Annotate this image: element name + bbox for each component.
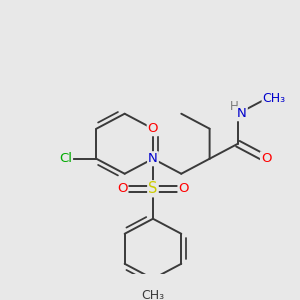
Text: O: O — [148, 122, 158, 135]
Text: O: O — [178, 182, 189, 195]
Text: N: N — [148, 152, 158, 165]
Text: H: H — [230, 100, 238, 113]
Text: O: O — [117, 182, 128, 195]
Text: CH₃: CH₃ — [141, 289, 164, 300]
Text: O: O — [261, 152, 272, 165]
Text: S: S — [148, 181, 158, 196]
Text: Cl: Cl — [59, 152, 72, 165]
Text: N: N — [237, 107, 247, 120]
Text: CH₃: CH₃ — [262, 92, 286, 105]
